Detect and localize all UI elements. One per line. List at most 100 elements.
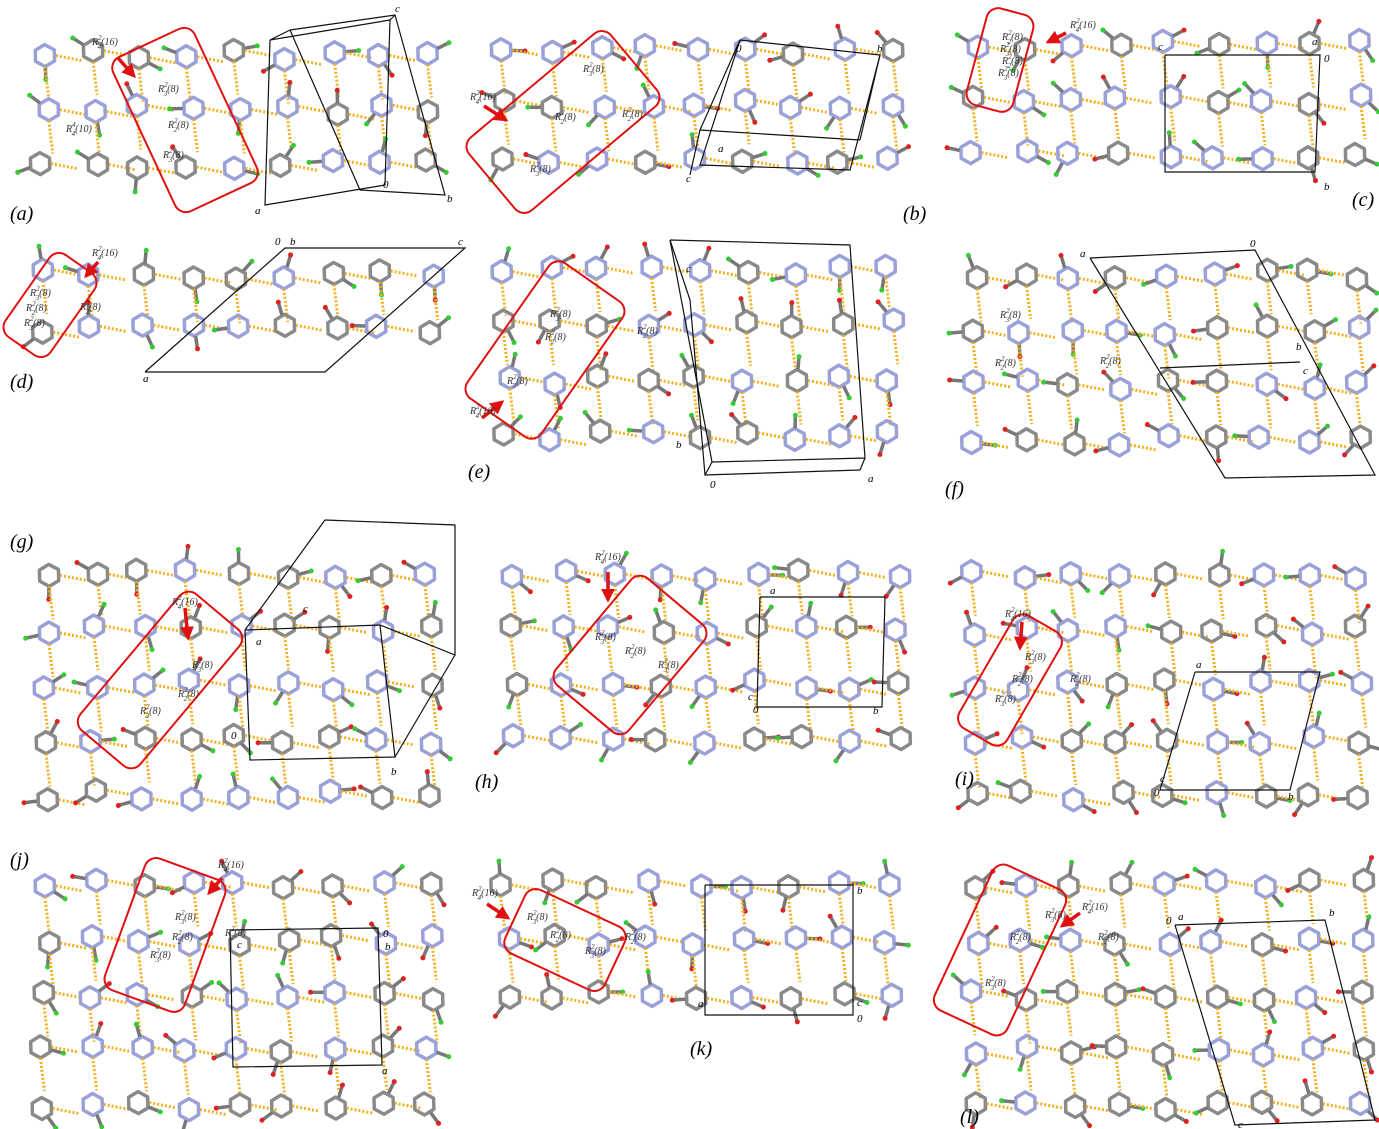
hydrogen-bond [1217,55,1225,89]
hydrogen-bond [1078,629,1106,637]
ring-size: (16) [227,860,244,871]
hydrogen-bond [659,879,686,888]
molecule-ring [1155,727,1179,754]
ring-motif: R2 3(8) [529,161,551,178]
hydrogen-bond [192,119,200,153]
molecule-ring [1205,779,1229,806]
atom [794,1019,800,1025]
molecule-ring [681,932,705,958]
axis-label: c [748,691,753,703]
hydrogen-bond [1216,113,1224,147]
arrow [483,104,509,122]
panel: (i)R2 4(16)R2 3(8)R2 2(8)R2 3(8)R2 2(8)ac0 b [947,548,1379,819]
atom [815,172,821,178]
molecule-ring [959,429,983,456]
hydrogen-bond [1227,326,1255,335]
highlight-box [76,590,244,770]
hydrogen-bond [521,624,549,633]
molecule-ring [418,782,441,809]
hydrogen-bond [102,935,130,944]
hydrogen-bond [1181,95,1209,104]
molecule-ring [962,369,985,395]
hydrogen-bond [560,438,587,447]
molecule-ring [1059,1040,1083,1066]
hydrogen-bond [659,697,667,731]
hydrogen-bond [252,624,279,633]
hydrogen-bond [981,989,1009,998]
molecule-ring [876,145,899,171]
molecule-ring [730,148,754,175]
hydrogen-bond [1126,992,1153,1001]
atom [603,351,609,357]
molecule-ring [682,363,706,390]
molecule-ring [881,92,905,119]
hydrogen-bond [282,288,290,323]
hydrogen-bond [652,117,660,151]
hydrogen-bond [882,953,890,987]
hydrogen-bond [704,697,712,732]
molecule-ring [1153,984,1177,1010]
atom [877,452,883,458]
atom [45,964,51,970]
molecules [944,18,1379,184]
hydrogen-bond [650,277,658,312]
ring-motif: R2 2(8) [1097,929,1119,946]
atom [1150,718,1156,724]
molecule-ring [33,42,57,69]
molecule-ring [79,728,102,755]
ring-size: (8) [172,150,184,161]
hydrogen-bond [1274,998,1302,1007]
hydrogen-bond [136,952,144,986]
hydrogen-bond [550,278,558,312]
unit-cell [756,596,886,708]
hydrogen-bond [431,1010,439,1044]
hydrogen-bond [1112,954,1120,989]
hydrogen-bond [1029,331,1056,340]
ring-size: (8) [1004,358,1016,369]
atom [542,900,548,906]
molecule-ring [1153,321,1177,348]
molecule-ring [1352,867,1376,894]
hydrogen-bond [204,106,231,115]
atom [356,48,362,54]
axis-label: c [458,236,463,248]
ring-acceptors: 2 [1076,680,1080,688]
molecule-ring [420,923,444,949]
hydrogen-bond [1023,588,1031,623]
hydrogen-bond [1313,399,1321,433]
molecule-ring [80,923,104,950]
hydrogen-bond [60,941,87,950]
hydrogen-bond [659,324,687,333]
ring-symbol: R [191,660,198,671]
hydrogen-bond [1078,151,1105,160]
hydrogen-bond [91,1057,99,1091]
ring-size: (8) [184,912,196,923]
hydrogen-bond [52,1107,80,1115]
hydrogen-bond [606,266,634,275]
ring-acceptors: 2 [1018,680,1022,688]
molecules [950,855,1379,1129]
hydrogen-bond [392,103,419,112]
molecule-ring [1153,871,1176,897]
hydrogen-bond [390,160,417,169]
molecule-ring [418,319,442,346]
ring-acceptors: 2 [178,938,182,946]
ring-size: (8) [1004,694,1016,705]
molecule-ring [368,258,392,284]
hydrogen-bond [232,746,240,780]
hydrogen-bond [1036,883,1064,892]
atom [1069,859,1075,865]
hydrogen-bond [817,625,844,634]
molecule-ring [177,667,201,693]
hydrogen-bond [1228,995,1255,1004]
molecule-ring [1349,424,1373,450]
atom [157,66,163,72]
ring-acceptors: 2 [631,938,635,946]
ring-motif: R2 2(8) [1001,53,1023,70]
hydrogen-bond [378,281,386,316]
unit-cell [394,654,456,758]
hydrogen-bond [983,329,1011,338]
hydrogen-bond [595,336,603,371]
hydrogen-bond [520,995,548,1004]
ring-size: (8) [646,326,658,337]
